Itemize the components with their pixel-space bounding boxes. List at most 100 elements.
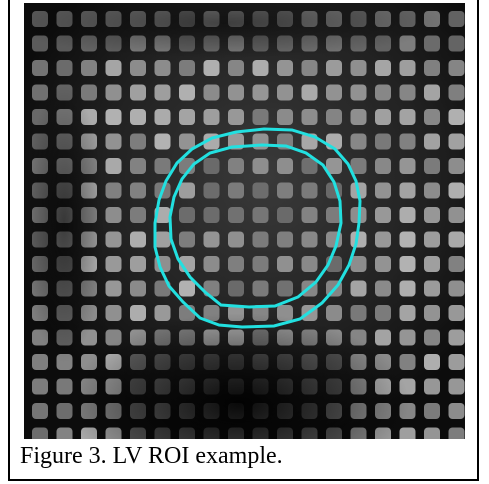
tag-grid-dot — [448, 305, 465, 321]
tag-grid-dot — [105, 158, 122, 174]
tag-grid-dot — [424, 182, 440, 199]
tag-grid-dot — [301, 182, 318, 199]
tag-grid-dot — [130, 182, 146, 199]
tag-grid-dot — [399, 280, 416, 297]
tag-grid-dot — [375, 84, 391, 101]
tag-grid-dot — [350, 60, 367, 76]
tag-grid-dot — [277, 84, 293, 101]
tag-grid-dot — [448, 354, 465, 370]
tag-grid-dot — [448, 84, 465, 101]
tag-grid-dot — [301, 256, 318, 272]
tag-grid-dot — [252, 280, 269, 297]
tag-grid-dot — [56, 378, 73, 395]
tag-grid-dot — [448, 256, 465, 272]
tag-grid-dot — [350, 158, 367, 174]
tag-grid-dot — [179, 182, 195, 199]
outer-lv-contour — [153, 127, 362, 329]
tag-grid-dot — [277, 182, 293, 199]
tag-grid-dot — [203, 60, 220, 76]
tag-grid-dot — [252, 133, 269, 150]
tag-grid-dot — [424, 378, 440, 395]
tag-grid-dot — [326, 60, 342, 76]
figure-caption: Figure 3. LV ROI example. — [20, 443, 283, 469]
tag-grid-dot — [375, 109, 391, 125]
tag-grid-dot — [424, 329, 440, 346]
tag-grid-dot — [326, 109, 342, 125]
tag-grid-dot — [277, 256, 293, 272]
tag-grid-dot — [375, 182, 391, 199]
tag-grid-dot — [424, 280, 440, 297]
tag-grid-dot — [228, 109, 244, 125]
tag-grid-dot — [105, 207, 122, 223]
tag-grid-dot — [399, 256, 416, 272]
tag-grid-dot — [399, 182, 416, 199]
tag-grid-dot — [399, 305, 416, 321]
tag-grid-dot — [399, 109, 416, 125]
tag-grid-dot — [179, 60, 195, 76]
tag-grid-dot — [375, 280, 391, 297]
tag-grid-dot — [56, 60, 73, 76]
tag-grid-dot — [228, 60, 244, 76]
tag-grid-dot — [32, 60, 48, 76]
tag-grid-dot — [32, 84, 48, 101]
tag-grid-dot — [424, 60, 440, 76]
tag-grid-dot — [277, 231, 293, 248]
tag-grid-dot — [228, 256, 244, 272]
tag-grid-dot — [326, 207, 342, 223]
tag-grid-dot — [448, 35, 465, 52]
tag-grid-dot — [130, 231, 146, 248]
tag-grid-dot — [301, 207, 318, 223]
tag-grid-dot — [375, 60, 391, 76]
tag-grid-dot — [399, 158, 416, 174]
tag-grid-dot — [448, 11, 465, 27]
tag-grid-dot — [203, 256, 220, 272]
tag-grid-dot — [252, 207, 269, 223]
tagged-mri-image — [24, 3, 465, 439]
tag-grid-dot — [326, 84, 342, 101]
tag-grid-dot — [56, 427, 73, 439]
tag-grid-dot — [424, 133, 440, 150]
tag-grid-dot — [375, 305, 391, 321]
tag-grid-dot — [252, 182, 269, 199]
tag-grid-dot — [154, 60, 171, 76]
tag-grid-dot — [326, 158, 342, 174]
tag-grid-dot — [130, 158, 146, 174]
tag-grid-dot — [130, 280, 146, 297]
tag-grid-dot — [154, 158, 171, 174]
tag-grid-dot — [130, 256, 146, 272]
tag-grid-dot — [228, 84, 244, 101]
tag-grid-dot — [277, 109, 293, 125]
tag-grid-dot — [424, 207, 440, 223]
tag-grid-dot — [350, 133, 367, 150]
tag-grid-dot — [130, 305, 146, 321]
tag-grid-dot — [228, 280, 244, 297]
tag-grid-dot — [105, 256, 122, 272]
tag-grid-dot — [277, 280, 293, 297]
tag-grid-dot — [375, 158, 391, 174]
tag-grid-dot — [154, 133, 171, 150]
tag-grid-dot — [32, 427, 48, 439]
tag-grid-dot — [105, 133, 122, 150]
tag-grid-dot — [399, 231, 416, 248]
tag-grid-dot — [448, 133, 465, 150]
tag-grid-dot — [301, 84, 318, 101]
tag-grid-dot — [228, 231, 244, 248]
tag-grid-dot — [154, 305, 171, 321]
tag-grid-dot — [277, 207, 293, 223]
tag-grid-dot — [105, 84, 122, 101]
tag-grid-dot — [252, 60, 269, 76]
tag-grid-dot — [130, 60, 146, 76]
tag-grid-dot — [252, 84, 269, 101]
tag-grid-dot — [154, 109, 171, 125]
tag-grid-dot — [399, 427, 416, 439]
tag-grid-dot — [277, 158, 293, 174]
dark-region — [69, 313, 409, 439]
tag-grid-dot — [424, 109, 440, 125]
tag-grid-dot — [399, 354, 416, 370]
tag-grid-dot — [179, 280, 195, 297]
tag-grid-dot — [375, 207, 391, 223]
tag-grid-dot — [81, 84, 97, 101]
tag-grid-dot — [105, 231, 122, 248]
tag-grid-dot — [203, 109, 220, 125]
tag-grid-dot — [448, 280, 465, 297]
